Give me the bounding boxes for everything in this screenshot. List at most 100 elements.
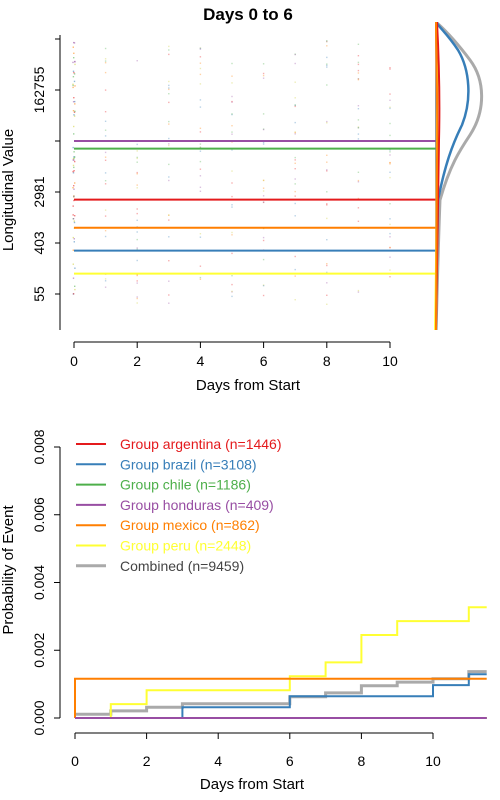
data-point bbox=[294, 183, 296, 185]
data-point bbox=[357, 61, 360, 64]
data-point bbox=[72, 83, 74, 85]
bottom-chart: 0.000 0.002 0.004 0.006 0.008 0 2 4 6 8 10 Group … bbox=[0, 429, 487, 793]
density-curve-mexico bbox=[435, 22, 439, 330]
data-point bbox=[199, 127, 202, 129]
data-point bbox=[326, 56, 328, 59]
data-point bbox=[73, 57, 75, 59]
data-point bbox=[326, 64, 328, 67]
bottom-x-axis: 0 2 4 6 8 10 bbox=[71, 732, 441, 769]
data-point bbox=[104, 230, 107, 232]
data-point bbox=[199, 67, 202, 70]
data-point bbox=[72, 110, 75, 112]
data-point bbox=[294, 53, 296, 55]
data-point bbox=[357, 171, 360, 173]
data-point bbox=[389, 149, 391, 151]
data-point bbox=[136, 212, 138, 215]
data-point bbox=[262, 141, 265, 144]
data-point bbox=[294, 81, 296, 83]
data-point bbox=[262, 284, 265, 286]
x-tick-label: 2 bbox=[143, 753, 151, 769]
data-point bbox=[136, 173, 138, 175]
y-tick-label: 0.008 bbox=[31, 429, 47, 464]
data-point bbox=[136, 171, 138, 174]
data-point bbox=[389, 236, 391, 238]
data-point bbox=[136, 157, 138, 160]
data-point bbox=[168, 179, 170, 182]
data-point bbox=[104, 71, 107, 74]
data-point bbox=[294, 168, 296, 170]
data-point bbox=[231, 195, 233, 198]
data-point bbox=[168, 123, 170, 125]
data-point bbox=[104, 111, 107, 113]
data-point bbox=[199, 276, 202, 279]
data-point bbox=[262, 128, 265, 131]
data-point bbox=[104, 151, 107, 154]
data-point bbox=[262, 258, 265, 261]
x-tick-label: 4 bbox=[197, 353, 205, 369]
legend-label: Group peru (n=2448) bbox=[120, 538, 251, 554]
data-point bbox=[231, 131, 233, 133]
x-tick-label: 10 bbox=[382, 353, 398, 369]
data-point bbox=[262, 72, 265, 75]
data-point bbox=[73, 133, 75, 135]
data-point bbox=[357, 207, 360, 209]
data-point bbox=[72, 164, 75, 167]
data-point bbox=[168, 80, 170, 83]
data-point bbox=[73, 166, 75, 169]
data-point bbox=[357, 133, 360, 135]
data-point bbox=[104, 89, 107, 91]
data-point bbox=[294, 215, 296, 217]
data-point bbox=[326, 66, 328, 68]
data-point bbox=[136, 143, 138, 146]
marginal-density bbox=[434, 22, 484, 330]
data-point bbox=[262, 294, 265, 297]
data-point bbox=[72, 277, 75, 279]
data-point bbox=[168, 294, 170, 296]
data-point bbox=[199, 73, 202, 76]
bottom-series-lines bbox=[74, 606, 487, 719]
data-point bbox=[357, 289, 360, 292]
data-point bbox=[389, 68, 391, 70]
data-point bbox=[72, 214, 74, 216]
data-point bbox=[262, 201, 265, 204]
data-point bbox=[104, 183, 107, 185]
data-point bbox=[104, 62, 107, 64]
data-point bbox=[231, 182, 233, 184]
data-point bbox=[73, 238, 75, 240]
data-point bbox=[326, 40, 328, 42]
data-point bbox=[357, 127, 360, 129]
data-point bbox=[231, 234, 233, 236]
data-point bbox=[168, 214, 170, 216]
data-point bbox=[199, 190, 202, 192]
data-point bbox=[262, 190, 265, 192]
data-point bbox=[262, 285, 265, 287]
data-point bbox=[199, 48, 202, 50]
data-point bbox=[136, 219, 138, 221]
data-point bbox=[73, 220, 75, 222]
data-point bbox=[294, 156, 296, 159]
data-point bbox=[294, 299, 296, 301]
data-point bbox=[389, 276, 391, 278]
x-tick-label: 8 bbox=[323, 353, 331, 369]
legend-label: Group brazil (n=3108) bbox=[120, 456, 257, 472]
data-point bbox=[73, 199, 75, 202]
data-point bbox=[199, 236, 202, 238]
data-point bbox=[74, 103, 76, 105]
data-point bbox=[231, 290, 233, 293]
data-point bbox=[262, 143, 265, 145]
data-point bbox=[136, 280, 138, 282]
data-point bbox=[136, 161, 138, 163]
data-point bbox=[74, 160, 76, 163]
data-point bbox=[389, 246, 391, 249]
top-chart-title: Days 0 to 6 bbox=[203, 5, 293, 24]
data-point bbox=[326, 63, 328, 65]
data-point bbox=[262, 74, 265, 77]
data-point bbox=[326, 271, 328, 274]
data-point bbox=[72, 236, 74, 239]
x-tick-label: 0 bbox=[70, 353, 78, 369]
data-point bbox=[231, 206, 233, 208]
x-tick-label: 2 bbox=[133, 353, 141, 369]
data-point bbox=[357, 43, 360, 45]
data-point bbox=[389, 247, 391, 249]
data-point bbox=[199, 47, 202, 50]
